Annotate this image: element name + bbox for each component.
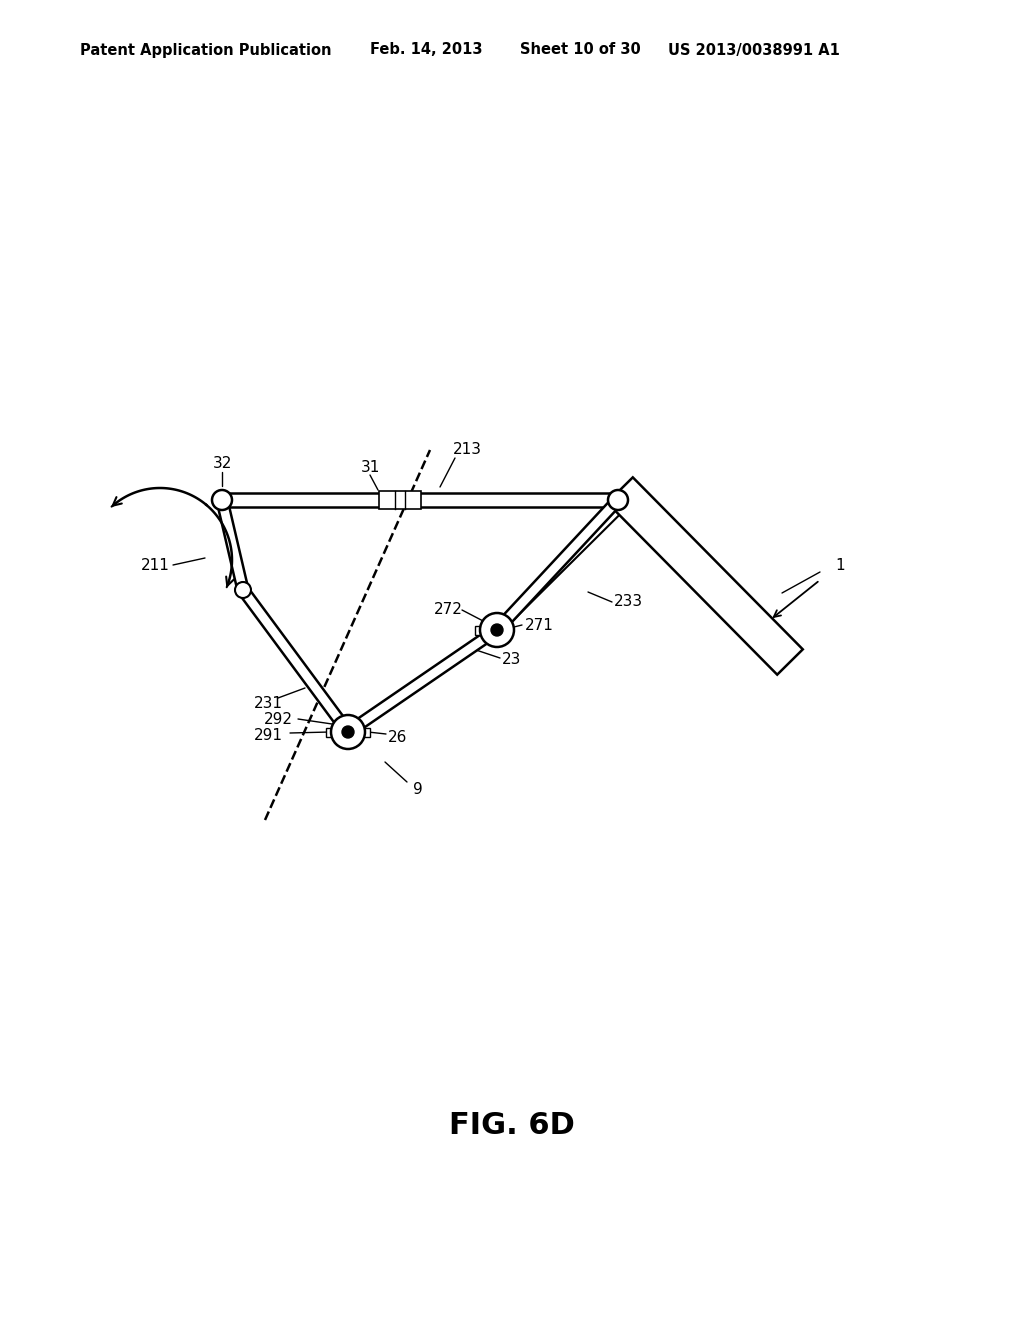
Text: 23: 23 — [502, 652, 521, 668]
Circle shape — [212, 490, 232, 510]
Circle shape — [342, 726, 354, 738]
Text: 211: 211 — [140, 557, 169, 573]
Polygon shape — [502, 502, 626, 626]
Circle shape — [608, 490, 628, 510]
Text: Feb. 14, 2013: Feb. 14, 2013 — [370, 42, 482, 58]
Circle shape — [234, 582, 251, 598]
Text: 213: 213 — [453, 442, 481, 458]
Bar — [475, 626, 484, 635]
Text: 231: 231 — [254, 696, 283, 710]
Text: Patent Application Publication: Patent Application Publication — [80, 42, 332, 58]
Circle shape — [480, 612, 514, 647]
Text: 292: 292 — [263, 711, 293, 726]
Polygon shape — [217, 499, 249, 591]
Circle shape — [331, 715, 365, 748]
Text: 233: 233 — [614, 594, 643, 610]
Text: US 2013/0038991 A1: US 2013/0038991 A1 — [668, 42, 840, 58]
Polygon shape — [493, 496, 622, 634]
Text: 291: 291 — [254, 727, 283, 742]
Bar — [361, 727, 370, 737]
Text: 272: 272 — [433, 602, 463, 618]
Circle shape — [490, 624, 503, 636]
Bar — [379, 491, 421, 510]
Polygon shape — [607, 478, 803, 675]
Text: 32: 32 — [212, 457, 231, 471]
Text: 9: 9 — [413, 783, 423, 797]
Text: 31: 31 — [360, 459, 380, 474]
Text: Sheet 10 of 30: Sheet 10 of 30 — [520, 42, 641, 58]
Text: 1: 1 — [836, 557, 845, 573]
Polygon shape — [222, 492, 618, 507]
Text: 271: 271 — [525, 618, 554, 632]
Bar — [326, 727, 335, 737]
Text: 26: 26 — [388, 730, 408, 744]
Text: FIG. 6D: FIG. 6D — [450, 1110, 574, 1139]
Polygon shape — [345, 626, 500, 737]
Polygon shape — [239, 586, 352, 735]
